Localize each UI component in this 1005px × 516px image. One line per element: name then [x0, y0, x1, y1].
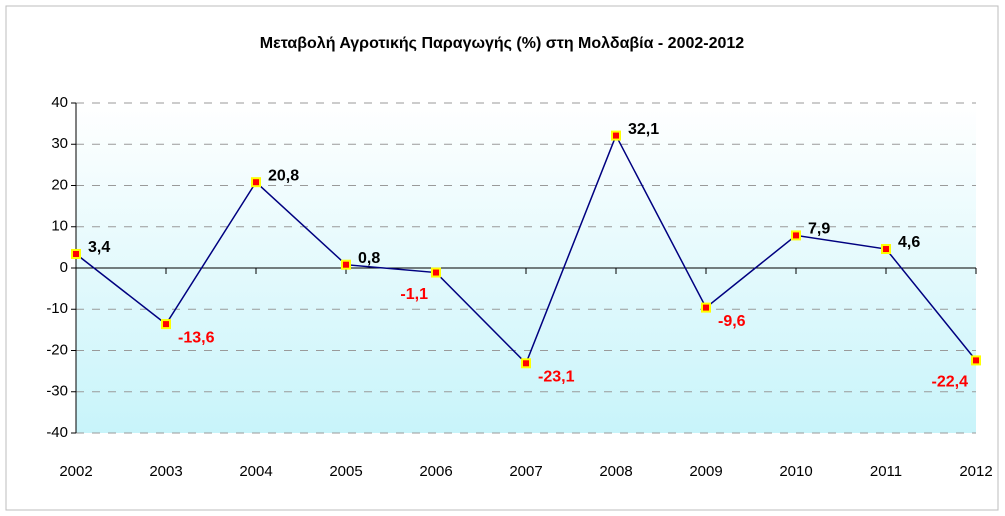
marker	[341, 259, 351, 270]
value-label: -13,6	[178, 329, 215, 346]
marker	[521, 358, 531, 369]
x-tick-label: 2003	[149, 463, 182, 480]
x-tick-label: 2012	[959, 463, 992, 480]
y-tick-label: 0	[60, 259, 68, 276]
x-tick-label: 2007	[509, 463, 542, 480]
value-label: 3,4	[88, 239, 110, 256]
value-label: -23,1	[538, 369, 575, 386]
y-tick-label: -40	[46, 424, 68, 441]
value-label: 0,8	[358, 250, 380, 267]
value-label: 4,6	[898, 234, 920, 251]
value-label: 32,1	[628, 121, 659, 138]
value-label: 7,9	[808, 221, 830, 238]
marker	[71, 248, 81, 259]
marker	[881, 244, 891, 255]
x-tick-label: 2006	[419, 463, 452, 480]
y-tick-label: 40	[51, 94, 68, 111]
x-tick-label: 2002	[59, 463, 92, 480]
x-tick-label: 2011	[870, 463, 902, 480]
y-tick-label: -20	[46, 341, 68, 358]
value-label: -22,4	[932, 374, 969, 391]
chart-title: Μεταβολή Αγροτικής Παραγωγής (%) στη Μολ…	[260, 35, 744, 52]
x-tick-label: 2005	[329, 463, 362, 480]
y-tick-label: 30	[51, 135, 68, 152]
y-tick-label: 20	[51, 176, 68, 193]
marker	[251, 177, 261, 188]
x-tick-label: 2009	[689, 463, 722, 480]
value-label: -1,1	[400, 286, 428, 303]
value-label: -9,6	[718, 313, 746, 330]
y-tick-label: -10	[46, 300, 68, 317]
y-tick-label: -30	[46, 383, 68, 400]
x-tick-label: 2010	[779, 463, 812, 480]
marker	[791, 230, 801, 241]
x-tick-label: 2008	[599, 463, 632, 480]
marker	[431, 267, 441, 278]
y-tick-label: 10	[51, 218, 68, 235]
marker	[971, 355, 981, 366]
marker	[701, 302, 711, 313]
marker	[611, 130, 621, 141]
x-tick-label: 2004	[239, 463, 272, 480]
marker	[161, 319, 171, 330]
value-label: 20,8	[268, 167, 299, 184]
